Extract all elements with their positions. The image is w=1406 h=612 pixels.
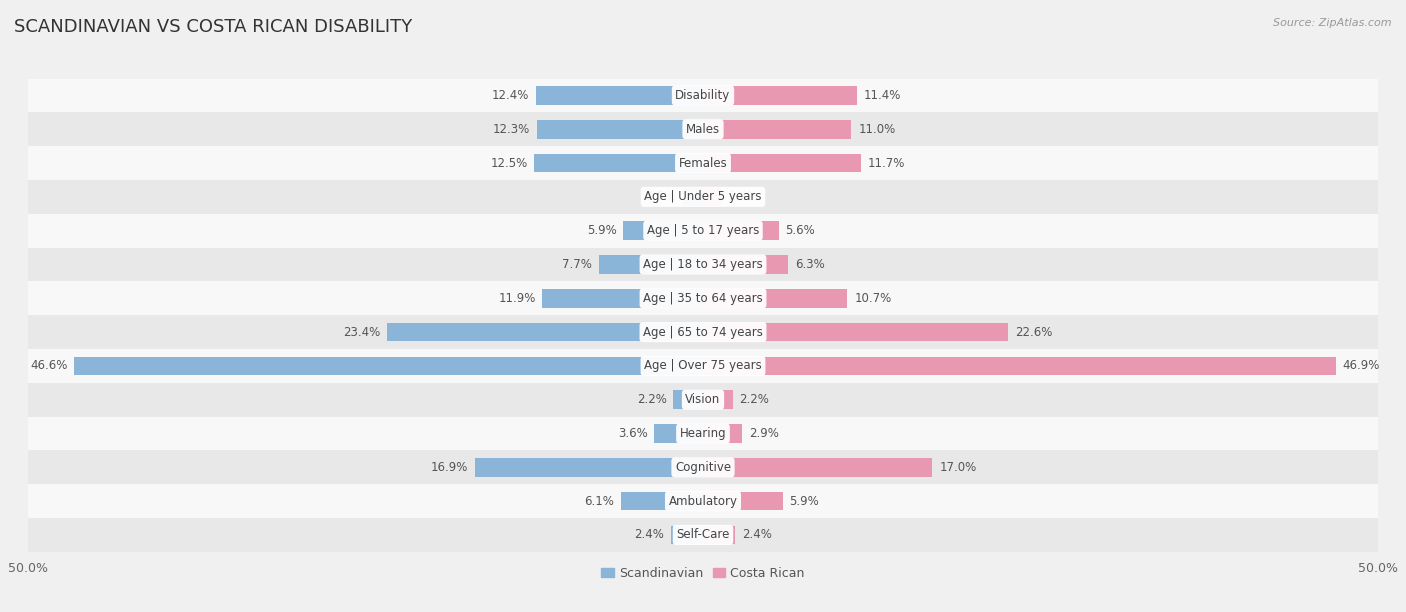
Text: SCANDINAVIAN VS COSTA RICAN DISABILITY: SCANDINAVIAN VS COSTA RICAN DISABILITY xyxy=(14,18,412,36)
Text: 7.7%: 7.7% xyxy=(562,258,592,271)
Bar xyxy=(28,450,1378,484)
Bar xyxy=(28,282,1378,315)
Text: Males: Males xyxy=(686,123,720,136)
Text: Disability: Disability xyxy=(675,89,731,102)
Text: Self-Care: Self-Care xyxy=(676,528,730,542)
Text: 5.6%: 5.6% xyxy=(786,224,815,237)
Bar xyxy=(673,390,703,409)
Bar xyxy=(28,417,1378,450)
Bar xyxy=(28,248,1378,282)
Text: 12.4%: 12.4% xyxy=(492,89,529,102)
Bar xyxy=(703,120,852,138)
Bar xyxy=(654,424,703,443)
Text: 1.5%: 1.5% xyxy=(647,190,676,203)
Text: 2.2%: 2.2% xyxy=(740,393,769,406)
Bar xyxy=(703,526,735,544)
Bar xyxy=(534,154,703,173)
Text: Age | 18 to 34 years: Age | 18 to 34 years xyxy=(643,258,763,271)
Text: 6.1%: 6.1% xyxy=(583,494,614,507)
Text: Females: Females xyxy=(679,157,727,170)
Text: 3.6%: 3.6% xyxy=(617,427,648,440)
Legend: Scandinavian, Costa Rican: Scandinavian, Costa Rican xyxy=(602,567,804,580)
Text: 2.9%: 2.9% xyxy=(749,427,779,440)
Bar xyxy=(703,289,848,308)
Bar xyxy=(387,323,703,341)
Bar xyxy=(703,86,856,105)
Bar xyxy=(28,349,1378,382)
Text: 5.9%: 5.9% xyxy=(586,224,617,237)
Bar xyxy=(703,390,733,409)
Text: 6.3%: 6.3% xyxy=(794,258,824,271)
Text: 5.9%: 5.9% xyxy=(789,494,820,507)
Text: 11.4%: 11.4% xyxy=(863,89,901,102)
Text: Vision: Vision xyxy=(685,393,721,406)
Bar xyxy=(28,214,1378,248)
Text: Age | 35 to 64 years: Age | 35 to 64 years xyxy=(643,292,763,305)
Text: 12.3%: 12.3% xyxy=(494,123,530,136)
Bar xyxy=(683,187,703,206)
Bar xyxy=(671,526,703,544)
Text: 46.6%: 46.6% xyxy=(30,359,67,372)
Text: 23.4%: 23.4% xyxy=(343,326,381,338)
Bar xyxy=(703,222,779,240)
Text: Cognitive: Cognitive xyxy=(675,461,731,474)
Text: 17.0%: 17.0% xyxy=(939,461,976,474)
Bar xyxy=(475,458,703,477)
Text: 11.7%: 11.7% xyxy=(868,157,905,170)
Bar xyxy=(28,382,1378,417)
Bar xyxy=(703,492,783,510)
Bar xyxy=(703,357,1336,375)
Bar xyxy=(620,492,703,510)
Text: 1.4%: 1.4% xyxy=(728,190,758,203)
Bar xyxy=(703,187,721,206)
Text: Hearing: Hearing xyxy=(679,427,727,440)
Bar xyxy=(703,154,860,173)
Bar xyxy=(703,255,787,274)
Text: Age | 65 to 74 years: Age | 65 to 74 years xyxy=(643,326,763,338)
Text: 2.4%: 2.4% xyxy=(634,528,664,542)
Text: Age | Under 5 years: Age | Under 5 years xyxy=(644,190,762,203)
Text: Age | Over 75 years: Age | Over 75 years xyxy=(644,359,762,372)
Bar xyxy=(28,518,1378,552)
Bar xyxy=(599,255,703,274)
Bar xyxy=(75,357,703,375)
Text: 16.9%: 16.9% xyxy=(430,461,468,474)
Bar xyxy=(28,484,1378,518)
Bar xyxy=(703,424,742,443)
Text: 22.6%: 22.6% xyxy=(1015,326,1052,338)
Bar xyxy=(28,146,1378,180)
Bar xyxy=(28,113,1378,146)
Text: 2.2%: 2.2% xyxy=(637,393,666,406)
Bar xyxy=(623,222,703,240)
Bar xyxy=(543,289,703,308)
Text: Source: ZipAtlas.com: Source: ZipAtlas.com xyxy=(1274,18,1392,28)
Text: 12.5%: 12.5% xyxy=(491,157,527,170)
Text: 46.9%: 46.9% xyxy=(1343,359,1381,372)
Text: Ambulatory: Ambulatory xyxy=(668,494,738,507)
Bar xyxy=(536,86,703,105)
Bar xyxy=(537,120,703,138)
Text: Age | 5 to 17 years: Age | 5 to 17 years xyxy=(647,224,759,237)
Text: 10.7%: 10.7% xyxy=(855,292,891,305)
Text: 11.0%: 11.0% xyxy=(858,123,896,136)
Bar xyxy=(28,315,1378,349)
Bar xyxy=(28,180,1378,214)
Bar xyxy=(28,78,1378,113)
Text: 11.9%: 11.9% xyxy=(498,292,536,305)
Bar xyxy=(703,458,932,477)
Bar xyxy=(703,323,1008,341)
Text: 2.4%: 2.4% xyxy=(742,528,772,542)
